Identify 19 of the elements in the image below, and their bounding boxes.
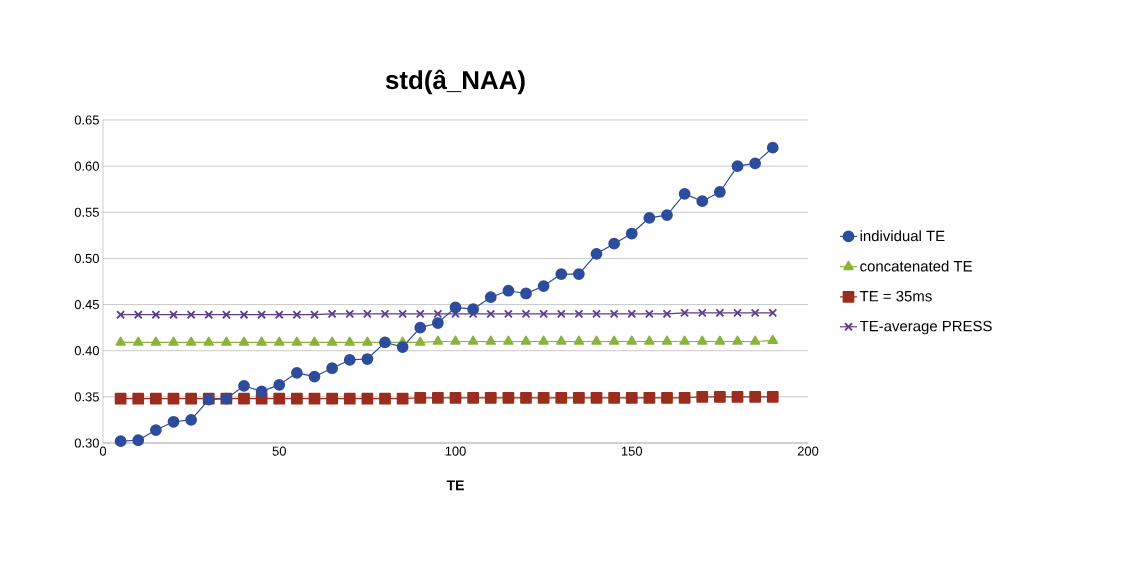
y-tick-label: 0.35 [74,392,99,402]
y-tick-label: 0.55 [74,207,99,217]
y-tick-label: 0.30 [74,438,99,448]
y-tick-label: 0.65 [74,115,99,125]
x-tick-label: 100 [445,446,466,456]
chart-title: std(â_NAA) [385,69,525,95]
x-tick-label: 50 [272,446,286,456]
legend-label: TE-average PRESS [859,320,992,335]
legend-label: individual TE [860,230,945,242]
y-tick-label: 0.45 [74,299,99,310]
y-tick-label: 0.60 [74,161,99,171]
legend-label: TE = 35ms [859,290,932,302]
legend-label: concatenated TE [860,260,972,272]
x-tick-label: 0 [99,446,107,456]
y-tick-label: 0.40 [74,346,99,356]
x-tick-label: 150 [621,446,643,456]
x-axis-title: TE [446,480,464,491]
x-tick-label: 200 [797,446,819,456]
y-tick-label: 0.50 [74,253,99,264]
